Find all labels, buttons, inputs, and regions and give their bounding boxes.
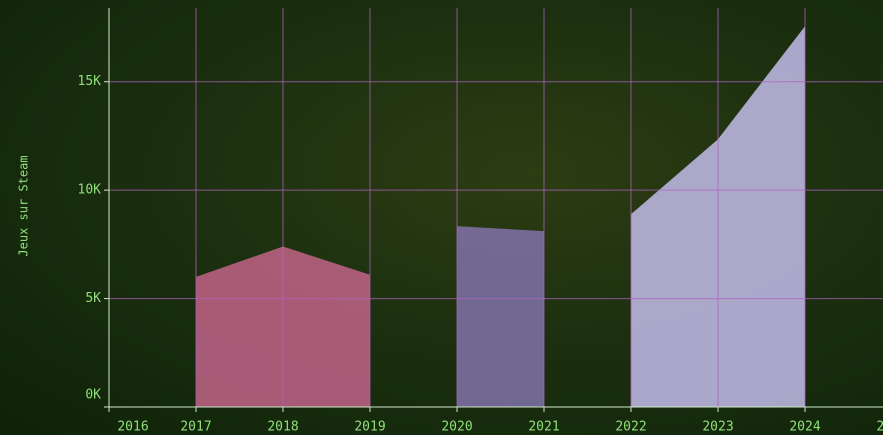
x-tick-label: 2017: [180, 420, 211, 435]
x-tick-label: 2021: [528, 420, 559, 435]
x-tick-label: 2018: [267, 420, 298, 435]
x-tick-label: 2024: [789, 420, 820, 435]
x-tick-label: 2023: [702, 420, 733, 435]
x-tick-label: 2025: [876, 420, 883, 435]
x-tick-label: 2020: [441, 420, 472, 435]
x-tick-label: 2022: [615, 420, 646, 435]
y-tick-label: 15K: [78, 74, 102, 89]
y-tick-label: 10K: [78, 183, 102, 198]
area: [457, 226, 544, 407]
x-tick-label: 2016: [117, 420, 148, 435]
x-tick-label: 2019: [354, 420, 385, 435]
y-tick-label: 0K: [85, 388, 101, 403]
y-axis-label: Jeux sur Steam: [17, 155, 31, 256]
y-tick-label: 5K: [85, 291, 101, 306]
